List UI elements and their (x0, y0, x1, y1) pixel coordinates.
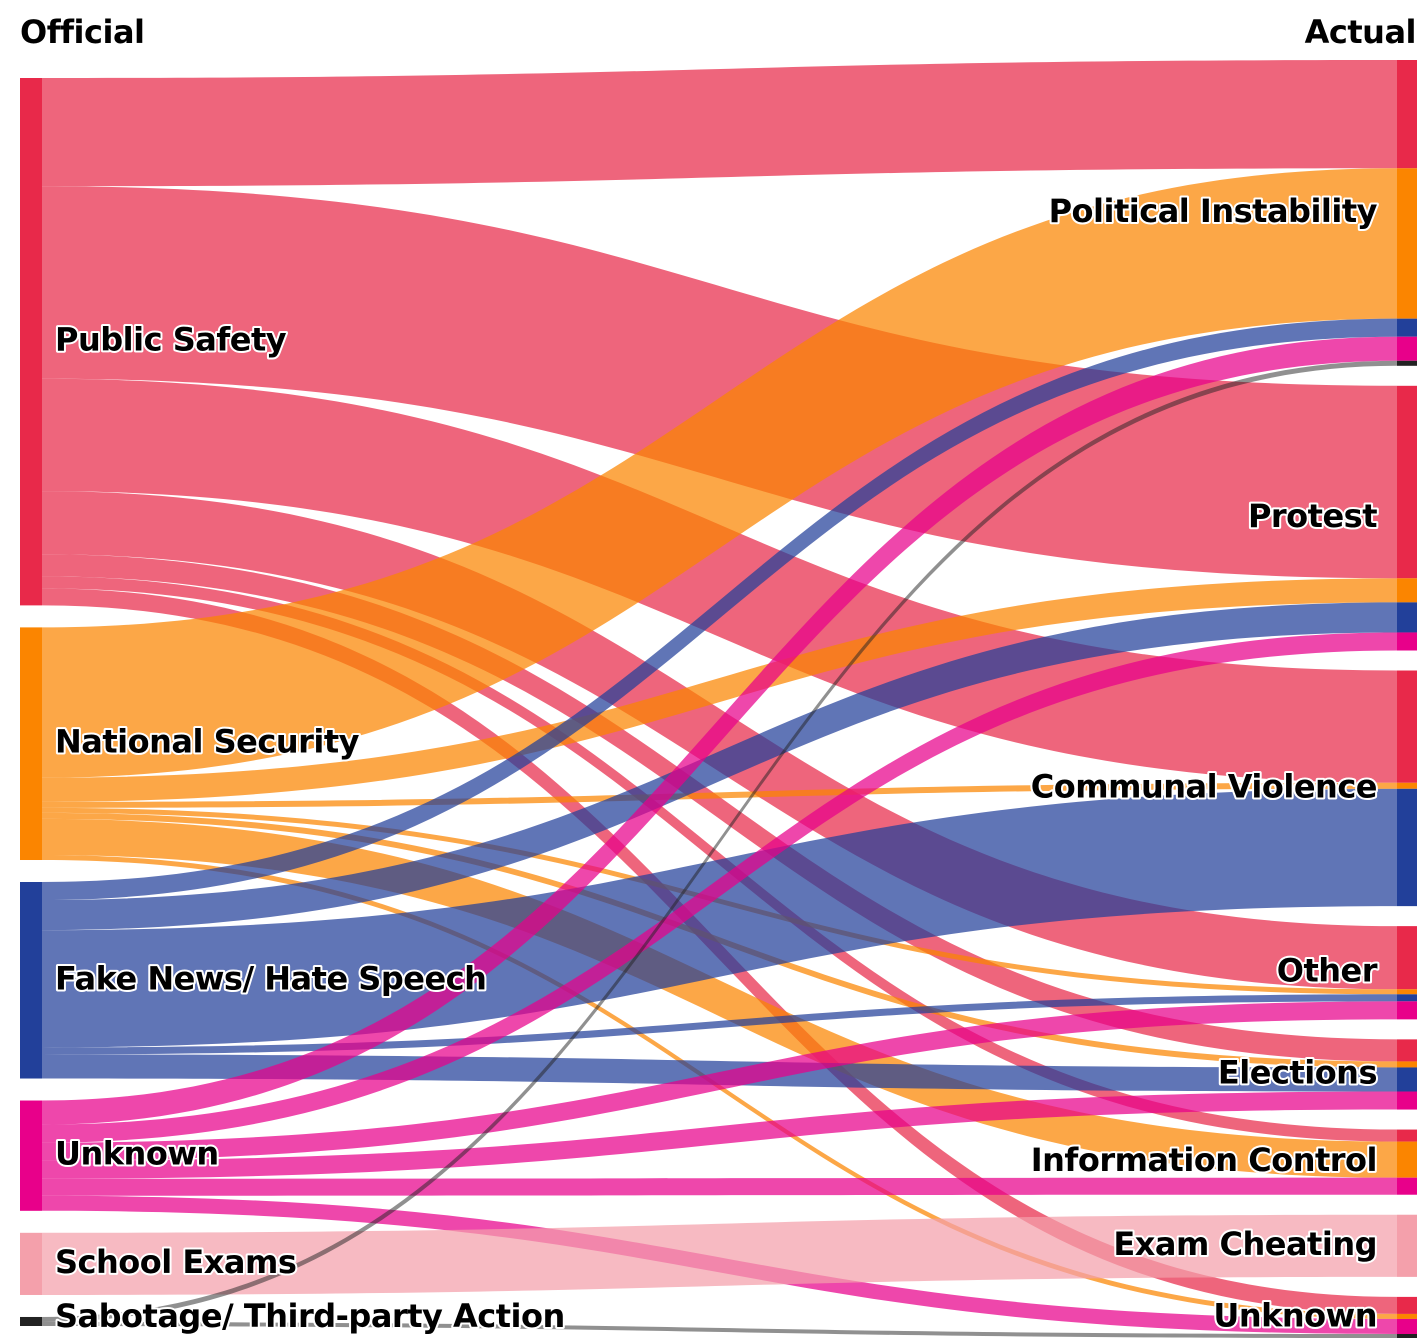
link (42, 818, 1397, 1178)
target-segment (1397, 1039, 1417, 1062)
link (42, 1321, 1397, 1338)
target-segment (1397, 1001, 1417, 1020)
link (42, 318, 1397, 901)
target-segment (1397, 360, 1417, 366)
target-segment (1397, 1061, 1417, 1068)
link (42, 788, 1397, 1048)
target-label: Exam Cheating (1113, 1225, 1377, 1263)
target-segment (1397, 318, 1417, 337)
source-node (20, 78, 42, 606)
labels: Official Actual Public Safety National Se… (18, 11, 1419, 1337)
target-label: Political Instability (1049, 192, 1378, 230)
link (42, 360, 1397, 1322)
source-node (20, 1100, 42, 1211)
link (42, 576, 1397, 1142)
link (42, 554, 1397, 1062)
link (42, 578, 1397, 802)
links (42, 60, 1397, 1338)
link (42, 60, 1397, 187)
link (42, 1091, 1397, 1179)
target-segment (1397, 989, 1417, 995)
target-segment (1397, 994, 1417, 1002)
target-segment (1397, 385, 1417, 579)
target-segment (1397, 1091, 1417, 1110)
target-segment (1397, 1318, 1417, 1334)
nodes (20, 60, 1417, 1338)
target-segment (1397, 670, 1417, 783)
link (42, 378, 1397, 783)
source-label: Fake News/ Hate Speech (55, 959, 486, 997)
link (42, 168, 1397, 778)
target-segment (1397, 578, 1417, 603)
source-label: School Exams (55, 1243, 296, 1281)
source-label: Sabotage/ Third-party Action (55, 1297, 565, 1335)
link (42, 1001, 1397, 1161)
target-segment (1397, 1313, 1417, 1319)
source-node (20, 882, 42, 1079)
source-label: Public Safety (55, 321, 287, 359)
left-title: Official (20, 13, 145, 51)
link (42, 1214, 1397, 1295)
target-segment (1397, 602, 1417, 633)
source-label: National Security (55, 723, 360, 761)
link (42, 1177, 1397, 1196)
link (42, 994, 1397, 1055)
link (42, 602, 1397, 931)
link (42, 782, 1397, 808)
target-segment (1397, 1177, 1417, 1195)
target-segment (1397, 782, 1417, 789)
target-segment (1397, 1333, 1417, 1338)
source-label: Unknown (55, 1135, 219, 1173)
target-label: Communal Violence (1031, 767, 1377, 805)
source-node (20, 627, 42, 861)
target-label: Protest (1248, 497, 1377, 535)
target-segment (1397, 788, 1417, 907)
target-segment (1397, 60, 1417, 169)
target-segment (1397, 1141, 1417, 1178)
link (42, 336, 1397, 1125)
target-segment (1397, 1067, 1417, 1092)
target-segment (1397, 1129, 1417, 1142)
target-segment (1397, 1296, 1417, 1314)
target-segment (1397, 1214, 1417, 1277)
target-label: Other (1277, 952, 1378, 990)
source-node (20, 1316, 42, 1326)
right-title: Actual (1305, 13, 1416, 51)
link (42, 632, 1397, 1143)
target-segment (1397, 632, 1417, 651)
target-segment (1397, 168, 1417, 319)
target-segment (1397, 336, 1417, 361)
target-label: Unknown (1213, 1296, 1377, 1334)
source-node (20, 1232, 42, 1295)
target-label: Elections (1218, 1053, 1377, 1091)
target-segment (1397, 926, 1417, 990)
target-label: Information Control (1031, 1141, 1377, 1179)
link (42, 186, 1397, 579)
